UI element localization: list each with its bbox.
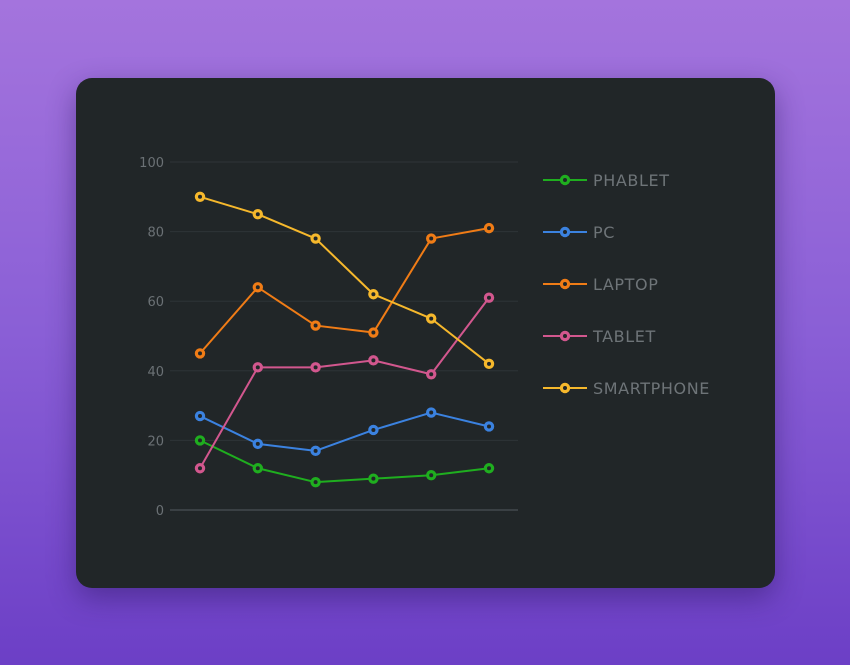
marker-hole [429,316,434,321]
marker-hole [255,466,260,471]
point-laptop-5[interactable] [426,233,437,244]
point-tablet-4[interactable] [368,355,379,366]
marker-hole [429,236,434,241]
y-tick-label-100: 100 [139,156,164,171]
point-pc-2[interactable] [252,438,263,450]
marker-hole [429,372,434,377]
marker-hole [198,194,202,199]
y-tick-label-40: 40 [147,365,164,380]
point-laptop-6[interactable] [483,222,495,234]
point-smartphone-6[interactable] [483,358,495,370]
marker-hole [371,292,376,297]
series-layer [194,191,495,488]
marker-hole [371,358,376,363]
point-tablet-1[interactable] [194,463,206,474]
point-pc-3[interactable] [310,445,321,457]
y-tick-label-20: 20 [147,434,164,449]
point-pc-5[interactable] [426,407,437,418]
legend-label-pc: PC [593,223,615,242]
legend-item-laptop[interactable]: LAPTOP [543,275,659,294]
legend-marker-hole [563,386,567,390]
marker-hole [313,236,318,241]
point-laptop-4[interactable] [368,327,379,338]
legend-marker-hole [563,230,567,234]
marker-hole [313,448,318,453]
y-tick-label-0: 0 [156,504,164,519]
series-line-tablet [199,296,490,470]
marker-hole [429,473,434,478]
legend-item-pc[interactable]: PC [543,223,615,242]
marker-hole [487,424,491,429]
y-tick-label-60: 60 [147,295,164,310]
point-phablet-1[interactable] [194,435,206,446]
y-tick-label-80: 80 [147,226,164,241]
marker-hole [255,365,260,370]
legend-item-tablet[interactable]: TABLET [543,327,656,346]
point-phablet-2[interactable] [252,463,263,474]
legend: PHABLET PC LAPTOP TABLET SMARTPHONE [543,171,710,398]
legend-label-smartphone: SMARTPHONE [593,379,710,398]
marker-hole [313,323,318,328]
marker-hole [371,427,376,432]
marker-hole [429,410,434,415]
marker-hole [313,480,318,485]
marker-hole [198,414,202,419]
point-laptop-2[interactable] [252,282,263,293]
point-phablet-4[interactable] [368,473,379,484]
point-phablet-6[interactable] [483,463,495,474]
legend-marker-hole [563,282,567,286]
point-laptop-3[interactable] [310,320,321,331]
marker-hole [487,466,491,471]
point-smartphone-2[interactable] [252,209,263,220]
marker-hole [255,441,260,446]
series-line-smartphone [199,195,490,365]
legend-label-phablet: PHABLET [593,171,670,190]
point-pc-1[interactable] [194,410,206,422]
point-smartphone-4[interactable] [368,289,379,300]
marker-hole [487,226,491,231]
chart-card: 0 20 40 60 80 100 PHABLET PC LAPTOP TABLET SMARTP… [76,78,775,588]
point-tablet-3[interactable] [310,362,321,373]
series-line-pc [199,411,490,452]
legend-marker-hole [563,178,567,182]
legend-label-laptop: LAPTOP [593,275,659,294]
series-line-phablet [199,439,490,484]
legend-marker-hole [563,334,567,338]
point-smartphone-5[interactable] [426,313,437,324]
marker-hole [198,438,202,443]
marker-hole [487,295,491,300]
marker-hole [487,361,491,366]
point-smartphone-1[interactable] [194,191,206,202]
marker-hole [371,476,376,481]
point-tablet-5[interactable] [426,369,437,380]
legend-item-phablet[interactable]: PHABLET [543,171,670,190]
marker-hole [313,365,318,370]
y-axis: 0 20 40 60 80 100 [139,156,164,519]
point-tablet-6[interactable] [483,292,495,303]
point-laptop-1[interactable] [194,348,206,359]
marker-hole [198,351,202,356]
line-chart: 0 20 40 60 80 100 PHABLET PC LAPTOP TABLET SMARTP… [139,156,710,519]
point-pc-4[interactable] [368,424,379,436]
marker-hole [198,466,202,471]
point-phablet-5[interactable] [426,470,437,481]
series-line-laptop [199,227,490,355]
marker-hole [255,212,260,217]
point-smartphone-3[interactable] [310,233,321,244]
grid-lines [170,161,518,511]
point-phablet-3[interactable] [310,476,321,488]
legend-item-smartphone[interactable]: SMARTPHONE [543,379,710,398]
point-tablet-2[interactable] [252,362,263,373]
marker-hole [255,285,260,290]
point-pc-6[interactable] [483,421,495,432]
marker-hole [371,330,376,335]
legend-label-tablet: TABLET [592,327,656,346]
